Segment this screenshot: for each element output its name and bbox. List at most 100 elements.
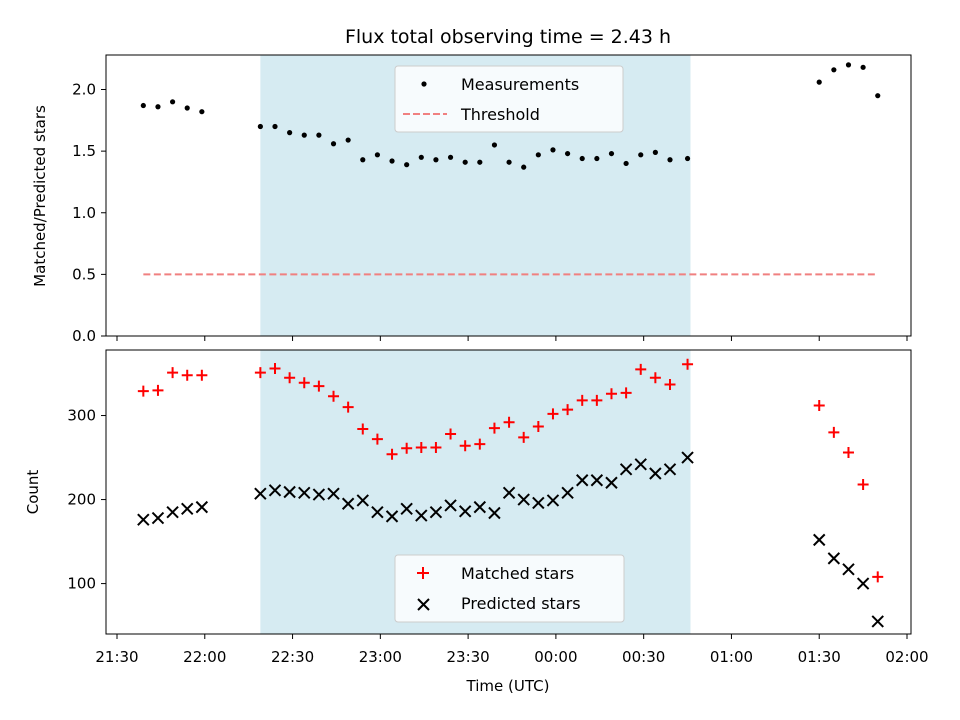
chart-title: Flux total observing time = 2.43 h (345, 26, 671, 48)
matched-star-point (664, 378, 676, 390)
measurement-point (521, 164, 527, 170)
predicted-star-point (561, 486, 574, 500)
matched-star-point (576, 394, 588, 406)
top-panel-marks (140, 62, 881, 276)
measurement-point (845, 62, 852, 68)
predicted-star-point (444, 499, 457, 512)
bottom-y-axis-label: Count (24, 470, 42, 515)
matched-star-point (371, 433, 383, 445)
matched-star-point (401, 442, 413, 454)
x-tick-label: 21:30 (95, 648, 138, 666)
measurement-point (199, 109, 205, 115)
measurement-point (667, 157, 673, 163)
top-legend: Measurements Threshold (394, 65, 624, 133)
matched-star-point (196, 369, 208, 381)
predicted-star-point (341, 497, 355, 510)
matched-star-point (342, 401, 354, 413)
matched-star-point (828, 426, 840, 438)
measurement-point (257, 123, 263, 130)
predicted-star-point (517, 493, 530, 506)
bottom-panel-ticks: 21:30 22:00 22:30 23:00 23:30 00:00 00:30 01:00… (67, 407, 928, 666)
predicted-star-point (312, 488, 326, 501)
matched-star-point (284, 372, 296, 384)
measurement-point (169, 99, 176, 105)
matched-star-point (415, 441, 427, 453)
predicted-star-point (283, 485, 296, 499)
top-panel-ticks: 0.0 0.5 1.0 1.5 2.0 (72, 81, 908, 345)
x-tick-label: 00:30 (622, 648, 665, 666)
x-tick-label: 01:00 (710, 648, 753, 666)
matched-star-point (137, 385, 149, 397)
matched-star-point (605, 388, 617, 400)
measurement-point (564, 150, 571, 157)
matched-star-point (649, 372, 661, 384)
matched-star-point (445, 428, 457, 440)
legend-threshold-label: Threshold (460, 105, 540, 124)
matched-star-point (532, 420, 544, 432)
measurement-point (301, 132, 307, 138)
measurement-point (535, 152, 541, 158)
measurement-point (140, 102, 146, 109)
measurement-point (831, 67, 837, 73)
matched-star-point (503, 416, 515, 428)
measurement-point (418, 154, 424, 160)
predicted-star-point (254, 487, 267, 500)
matched-star-point (357, 423, 369, 435)
predicted-star-point (576, 474, 589, 487)
predicted-star-point (488, 506, 501, 520)
predicted-star-point (634, 458, 647, 471)
predicted-star-point (429, 505, 443, 519)
predicted-star-point (151, 511, 165, 525)
legend-predicted-marker (417, 598, 430, 611)
matched-star-point (562, 404, 574, 416)
y-tick-label: 1.5 (72, 142, 96, 160)
predicted-star-point (298, 486, 311, 500)
predicted-star-point (371, 505, 384, 519)
predicted-star-point (400, 502, 413, 516)
x-tick-label: 22:30 (271, 648, 314, 666)
matched-star-point (386, 448, 398, 460)
matched-star-point (328, 390, 340, 402)
legend-measurements-label: Measurements (461, 75, 579, 94)
measurement-point (155, 104, 161, 110)
legend-matched-marker (417, 567, 429, 579)
measurement-point (608, 150, 615, 157)
matched-star-point (813, 399, 825, 411)
predicted-star-point (856, 577, 870, 590)
predicted-star-point (827, 552, 841, 565)
measurement-point (875, 93, 881, 99)
measurement-point (491, 142, 498, 148)
predicted-star-point (268, 484, 282, 497)
measurement-point (287, 130, 293, 136)
measurement-point (550, 147, 556, 153)
measurement-point (360, 157, 366, 163)
predicted-star-point (663, 463, 677, 476)
predicted-star-point (356, 494, 369, 507)
predicted-star-point (532, 496, 545, 510)
y-tick-label: 300 (67, 407, 96, 425)
predicted-star-point (327, 487, 340, 500)
y-tick-label: 1.0 (72, 204, 96, 222)
matched-star-point (872, 571, 884, 583)
matched-star-point (269, 362, 281, 374)
matched-star-point (620, 387, 632, 399)
top-panel-frame (105, 54, 912, 337)
measurement-point (816, 79, 822, 85)
predicted-star-point (546, 494, 560, 507)
measurement-point (345, 137, 351, 143)
y-tick-label: 100 (67, 575, 96, 593)
x-tick-label: 23:30 (446, 648, 489, 666)
matched-star-point (682, 358, 694, 370)
measurement-point (506, 159, 512, 165)
x-tick-label: 01:30 (798, 648, 841, 666)
matched-star-point (459, 440, 471, 452)
legend-measurements-marker (421, 81, 427, 87)
x-axis-label: Time (UTC) (466, 677, 550, 695)
measurement-point (447, 154, 454, 160)
matched-star-point (474, 438, 486, 450)
y-tick-label: 0.0 (72, 327, 96, 345)
matched-star-point (430, 441, 442, 453)
predicted-star-point (181, 502, 194, 516)
predicted-star-point (649, 467, 662, 480)
matched-star-point (298, 377, 310, 389)
